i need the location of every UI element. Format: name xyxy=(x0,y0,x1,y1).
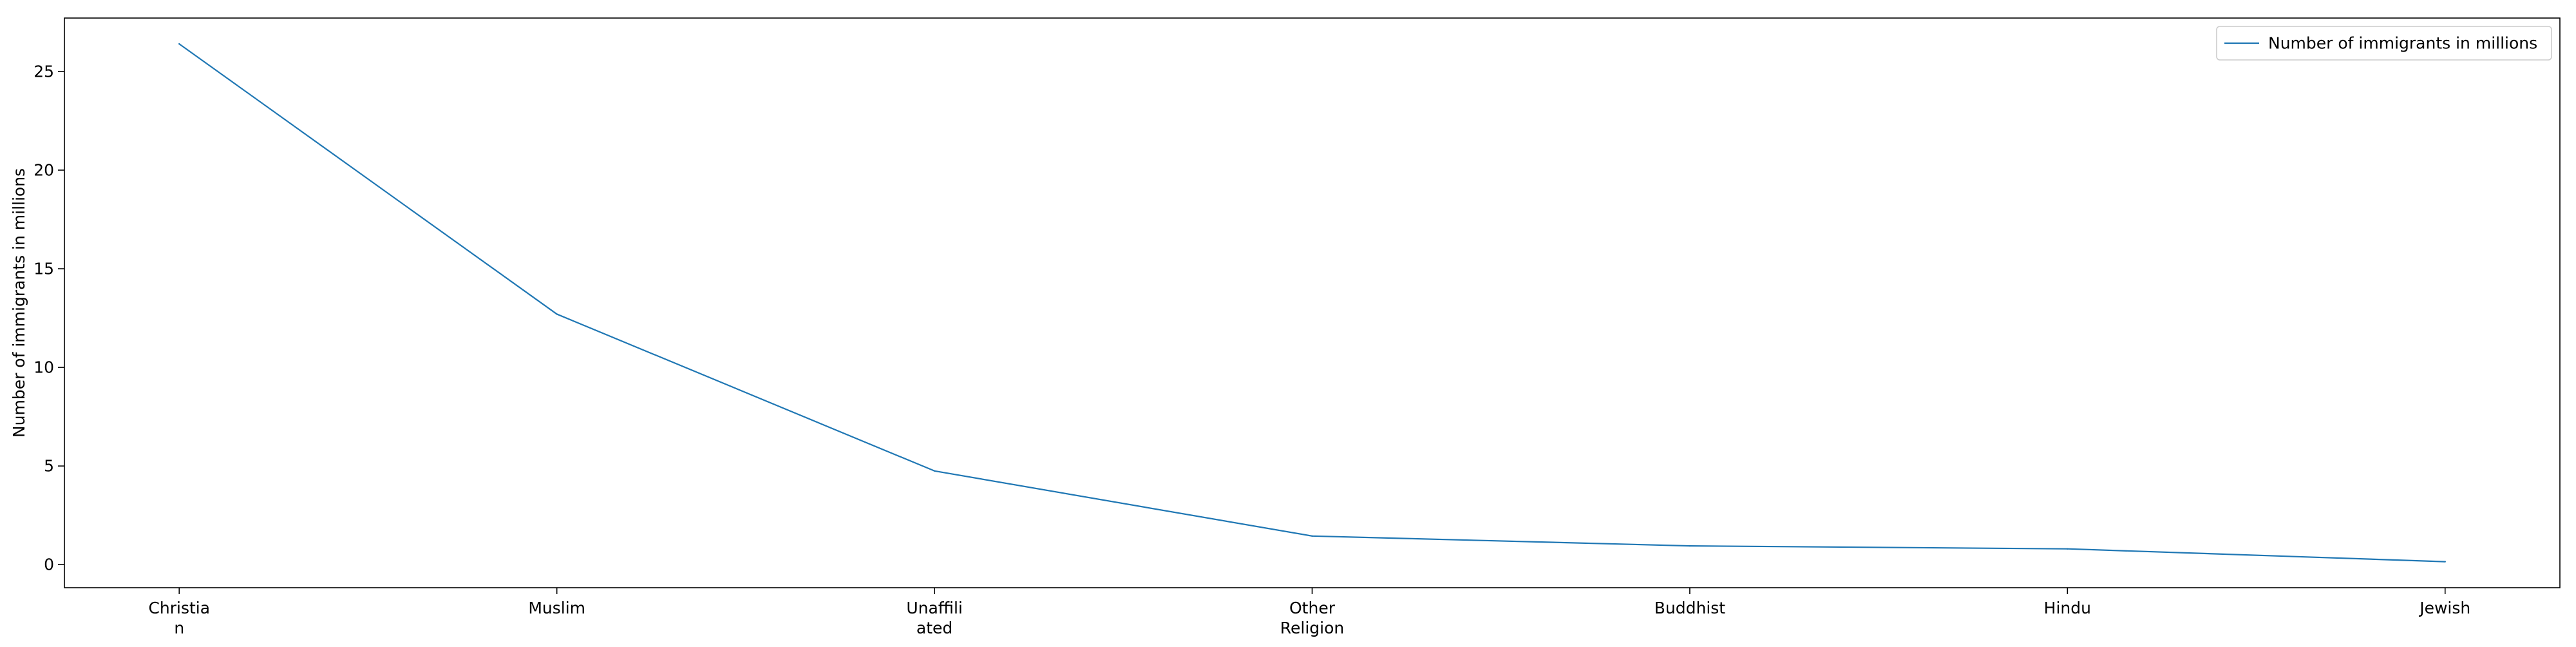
x-tick-label: Buddhist xyxy=(1654,599,1726,617)
y-tick-label: 10 xyxy=(33,358,54,377)
data-point-christian xyxy=(178,43,180,45)
x-tick-label: Hindu xyxy=(2044,599,2091,617)
y-tick-label: 0 xyxy=(44,555,54,574)
y-tick-label: 20 xyxy=(33,160,54,179)
data-point-hindu xyxy=(2067,548,2069,550)
legend-label: Number of immigrants in millions xyxy=(2268,34,2537,53)
data-point-unaffiliated xyxy=(933,470,936,472)
x-tick-label: Muslim xyxy=(528,599,585,617)
x-tick-label: Unaffili xyxy=(906,599,963,617)
x-tick-label: Religion xyxy=(1280,619,1344,637)
x-tick-label: Other xyxy=(1289,599,1336,617)
legend-box xyxy=(2216,26,2552,61)
y-tick-label: 25 xyxy=(33,62,54,81)
data-point-jewish xyxy=(2444,561,2446,563)
x-tick-label: ated xyxy=(916,619,952,637)
x-tick-label: Jewish xyxy=(2418,599,2470,617)
data-point-buddhist xyxy=(1689,545,1691,547)
x-tick-label: n xyxy=(174,619,184,637)
data-point-muslim xyxy=(556,313,558,315)
y-tick-label: 5 xyxy=(44,457,54,476)
x-tick-label: Christia xyxy=(148,599,210,617)
y-axis-label: Number of immigrants in millions xyxy=(10,168,28,438)
y-tick-label: 15 xyxy=(33,260,54,278)
data-point-other-religion xyxy=(1311,535,1313,537)
